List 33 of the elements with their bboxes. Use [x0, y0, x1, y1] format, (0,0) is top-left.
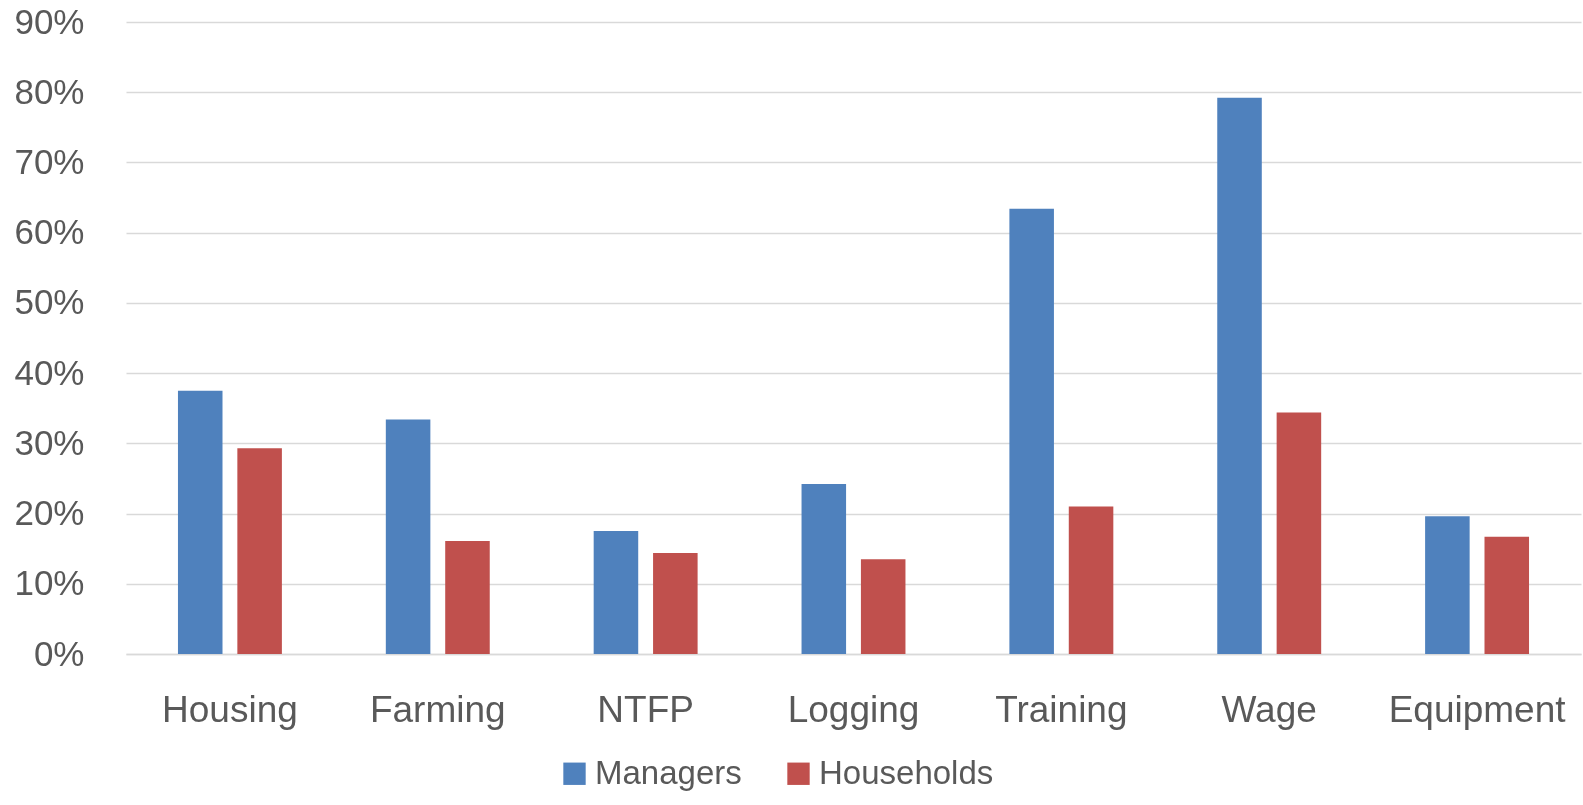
bar	[385, 419, 431, 654]
x-tick-label: Logging	[787, 688, 920, 730]
bar	[237, 448, 282, 654]
y-tick-label: 40%	[14, 352, 85, 392]
y-tick-label: 90%	[14, 1, 85, 41]
y-tick-label: 60%	[14, 212, 85, 252]
bar	[801, 484, 847, 654]
x-tick-label: Equipment	[1388, 688, 1567, 730]
bar	[177, 390, 223, 654]
x-tick-label: NTFP	[597, 688, 694, 730]
y-tick-label: 0%	[33, 633, 85, 673]
x-tick-label: Training	[995, 688, 1128, 730]
bar	[1068, 506, 1114, 654]
legend-label: Households	[819, 753, 994, 791]
y-tick-label: 70%	[14, 141, 85, 181]
bar	[860, 559, 906, 654]
y-tick-label: 30%	[14, 422, 85, 462]
bar	[1484, 536, 1530, 654]
x-tick-label: Wage	[1221, 688, 1317, 730]
x-tick-label: Housing	[162, 688, 298, 730]
x-tick-label: Farming	[369, 688, 506, 730]
y-tick-label: 50%	[14, 282, 85, 322]
bar	[1276, 412, 1322, 654]
bar	[1425, 516, 1470, 654]
bar	[1009, 208, 1054, 654]
bar	[593, 531, 639, 654]
y-tick-label: 80%	[14, 71, 85, 111]
bar	[653, 552, 698, 654]
bar	[445, 540, 490, 654]
bar	[1217, 97, 1262, 654]
y-tick-label: 20%	[14, 493, 85, 533]
legend-label: Managers	[595, 753, 742, 791]
y-tick-label: 10%	[14, 563, 85, 603]
